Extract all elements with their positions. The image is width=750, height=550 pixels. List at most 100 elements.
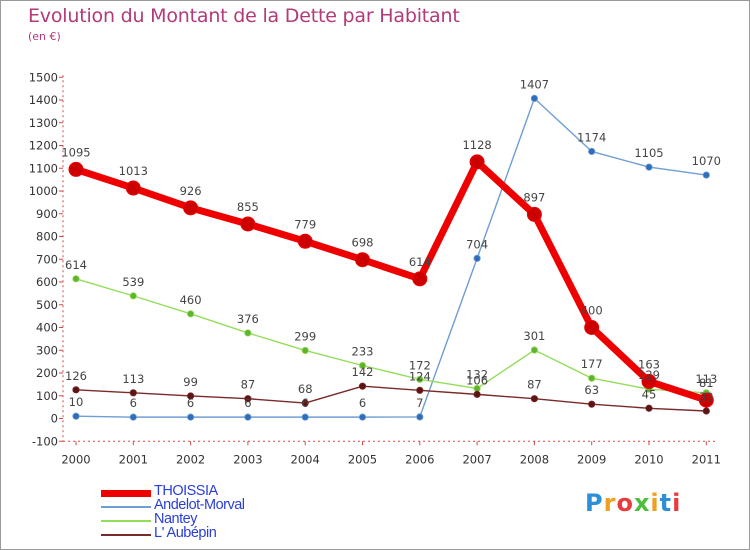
data-point-andelot-morval (187, 413, 195, 421)
data-point-l-aub-pin (645, 404, 653, 412)
x-tick-label: 2002 (176, 452, 205, 466)
data-label-andelot-morval: 6 (130, 396, 137, 410)
data-label-andelot-morval: 1407 (520, 77, 549, 91)
data-label-thoissia: 1128 (462, 138, 491, 152)
x-tick-label: 2010 (634, 452, 663, 466)
data-point-thoissia (183, 200, 199, 216)
data-point-nantey (358, 361, 367, 370)
series-line-andelot-morval (75, 97, 707, 418)
data-point-thoissia (469, 154, 485, 170)
data-label-nantey: 301 (523, 329, 545, 343)
data-point-nantey (301, 346, 309, 355)
series-line-l-aub-pin (75, 385, 707, 412)
data-label-l-aub-pin: 99 (183, 375, 198, 389)
data-label-l-aub-pin: 126 (65, 369, 87, 383)
y-tick-label: 100 (36, 389, 58, 403)
data-point-thoissia (240, 216, 256, 232)
data-point-l-aub-pin (301, 399, 309, 407)
data-label-thoissia: 81 (699, 376, 714, 390)
data-point-nantey (588, 374, 596, 382)
data-label-l-aub-pin: 68 (298, 382, 313, 396)
data-point-andelot-morval (301, 413, 309, 421)
data-point-andelot-morval (473, 254, 481, 262)
y-tick-label: 0 (51, 412, 58, 426)
y-tick-label: 200 (36, 366, 58, 380)
data-point-l-aub-pin (588, 400, 596, 408)
x-tick-label: 2011 (692, 452, 721, 466)
data-label-andelot-morval: 6 (187, 396, 194, 410)
y-tick-label: 1500 (29, 70, 58, 84)
data-label-thoissia: 1013 (119, 164, 148, 178)
proxiti-logo: Proxiti (585, 489, 682, 517)
data-point-andelot-morval (358, 413, 367, 421)
data-point-thoissia (526, 206, 542, 222)
y-tick-label: 400 (36, 321, 58, 335)
data-label-thoissia: 400 (581, 304, 603, 318)
data-label-nantey: 614 (65, 258, 87, 272)
data-point-thoissia (412, 271, 428, 287)
legend-label: L' Aubépin (154, 525, 217, 541)
data-label-andelot-morval: 6 (359, 396, 366, 410)
data-label-andelot-morval: 1070 (692, 154, 721, 168)
data-point-l-aub-pin (187, 392, 195, 400)
data-label-nantey: 132 (466, 367, 488, 381)
data-point-l-aub-pin (358, 382, 367, 390)
data-point-nantey (244, 329, 252, 337)
legend-label: THOISSIA (154, 483, 218, 499)
y-tick-label: 300 (36, 343, 58, 357)
data-point-thoissia (641, 373, 657, 389)
data-label-andelot-morval: 1174 (577, 130, 606, 144)
data-label-l-aub-pin: 106 (466, 373, 488, 387)
data-label-nantey: 299 (294, 329, 316, 343)
data-point-thoissia (125, 180, 141, 196)
legend-swatch (101, 489, 151, 497)
x-tick-label: 2000 (61, 452, 90, 466)
data-label-thoissia: 698 (352, 236, 374, 250)
data-label-thoissia: 855 (237, 200, 259, 214)
data-label-l-aub-pin: 63 (584, 383, 599, 397)
data-label-thoissia: 163 (638, 357, 660, 371)
y-tick-label: 900 (36, 207, 58, 221)
data-point-nantey (416, 375, 424, 383)
data-label-nantey: 539 (122, 275, 144, 289)
data-label-nantey: 376 (237, 312, 259, 326)
data-label-andelot-morval: 6 (244, 396, 251, 410)
data-label-nantey: 460 (180, 293, 202, 307)
data-point-thoissia (297, 233, 313, 249)
x-tick-label: 2006 (405, 452, 434, 466)
data-point-thoissia (68, 161, 84, 177)
data-label-nantey: 172 (409, 358, 431, 372)
data-point-andelot-morval (588, 147, 596, 156)
y-tick-label: 700 (36, 252, 58, 266)
chart-title: Evolution du Montant de la Dette par Hab… (28, 5, 460, 27)
data-label-thoissia: 614 (409, 255, 431, 269)
x-tick-label: 2005 (348, 452, 377, 466)
x-tick-label: 2009 (577, 452, 606, 466)
data-label-thoissia: 779 (294, 217, 316, 231)
data-label-nantey: 177 (581, 357, 603, 371)
data-label-l-aub-pin: 113 (122, 372, 144, 386)
legend-swatch (101, 520, 151, 522)
data-label-l-aub-pin: 33 (699, 390, 714, 404)
data-label-l-aub-pin: 87 (241, 378, 256, 392)
x-tick-label: 2001 (119, 452, 148, 466)
data-label-nantey: 233 (352, 344, 374, 358)
data-label-l-aub-pin: 87 (527, 378, 542, 392)
series-line-nantey (75, 278, 707, 394)
y-tick-label: 1000 (29, 184, 58, 198)
data-label-thoissia: 926 (180, 184, 202, 198)
series-line-thoissia (72, 158, 710, 404)
data-label-andelot-morval: 7 (416, 396, 423, 410)
data-point-l-aub-pin (244, 395, 252, 403)
data-point-andelot-morval (702, 171, 710, 179)
legend-label: Andelot-Morval (154, 497, 245, 513)
data-label-l-aub-pin: 142 (352, 365, 374, 379)
data-label-nantey: 113 (695, 372, 717, 386)
data-label-l-aub-pin: 124 (409, 369, 431, 383)
y-tick-label: 1400 (29, 93, 58, 107)
data-point-nantey (530, 346, 539, 354)
data-label-nantey: 129 (638, 368, 660, 382)
data-label-thoissia: 897 (523, 190, 545, 204)
legend-swatch (101, 534, 151, 536)
